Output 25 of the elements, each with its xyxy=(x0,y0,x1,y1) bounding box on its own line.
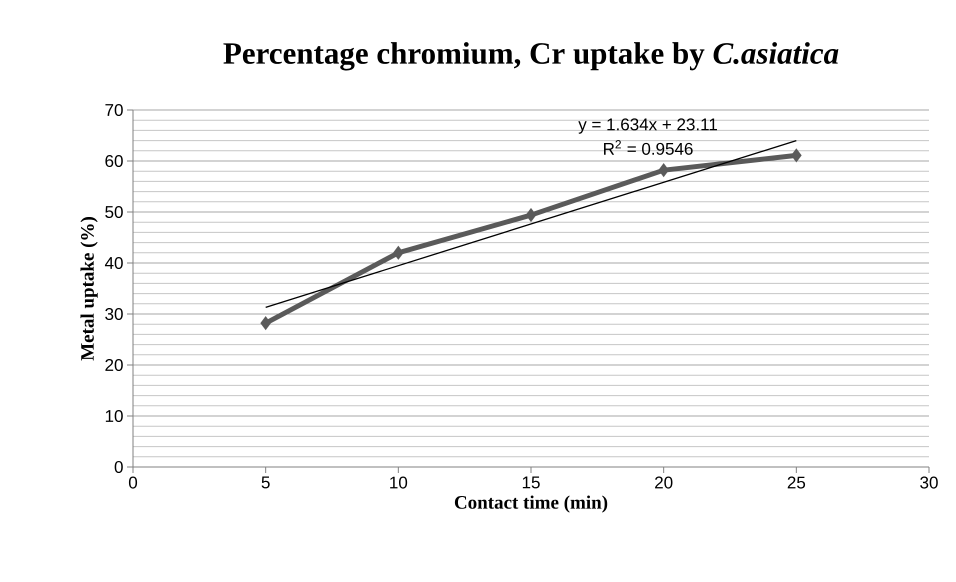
x-tick-label: 5 xyxy=(262,476,270,488)
point xyxy=(658,163,669,178)
x-tick-label: 30 xyxy=(920,476,938,489)
x-tick-label: 0 xyxy=(128,476,138,489)
point xyxy=(393,246,404,260)
x-tick-label: 15 xyxy=(522,476,540,488)
y-tick-label: 10 xyxy=(106,410,123,422)
point xyxy=(260,316,271,330)
annotation: R$^{2}$ = 0.9546 xyxy=(604,140,693,155)
chart-title: Percentage chromium, Cr uptake by C.asiatica xyxy=(223,42,838,70)
y-tick-label: 30 xyxy=(105,308,123,320)
y-tick-label: 60 xyxy=(105,154,123,168)
y-tick-label: 50 xyxy=(105,206,123,218)
y-tick-label: 20 xyxy=(105,358,123,372)
y-tick-label: 40 xyxy=(104,256,123,270)
point xyxy=(791,148,802,162)
x-tick-label: 10 xyxy=(390,476,408,489)
y-tick-label: 70 xyxy=(105,104,123,116)
y-axis-title: Metal uptake (%) xyxy=(80,217,98,360)
x-tick-label: 25 xyxy=(788,476,806,489)
point xyxy=(526,208,536,222)
y-tick-label: 0 xyxy=(114,460,123,474)
x-axis-title: Contact time (min) xyxy=(454,495,608,513)
x-tick-label: 20 xyxy=(655,476,672,489)
annotation: y = 1.634x + 23.11 xyxy=(578,118,717,134)
